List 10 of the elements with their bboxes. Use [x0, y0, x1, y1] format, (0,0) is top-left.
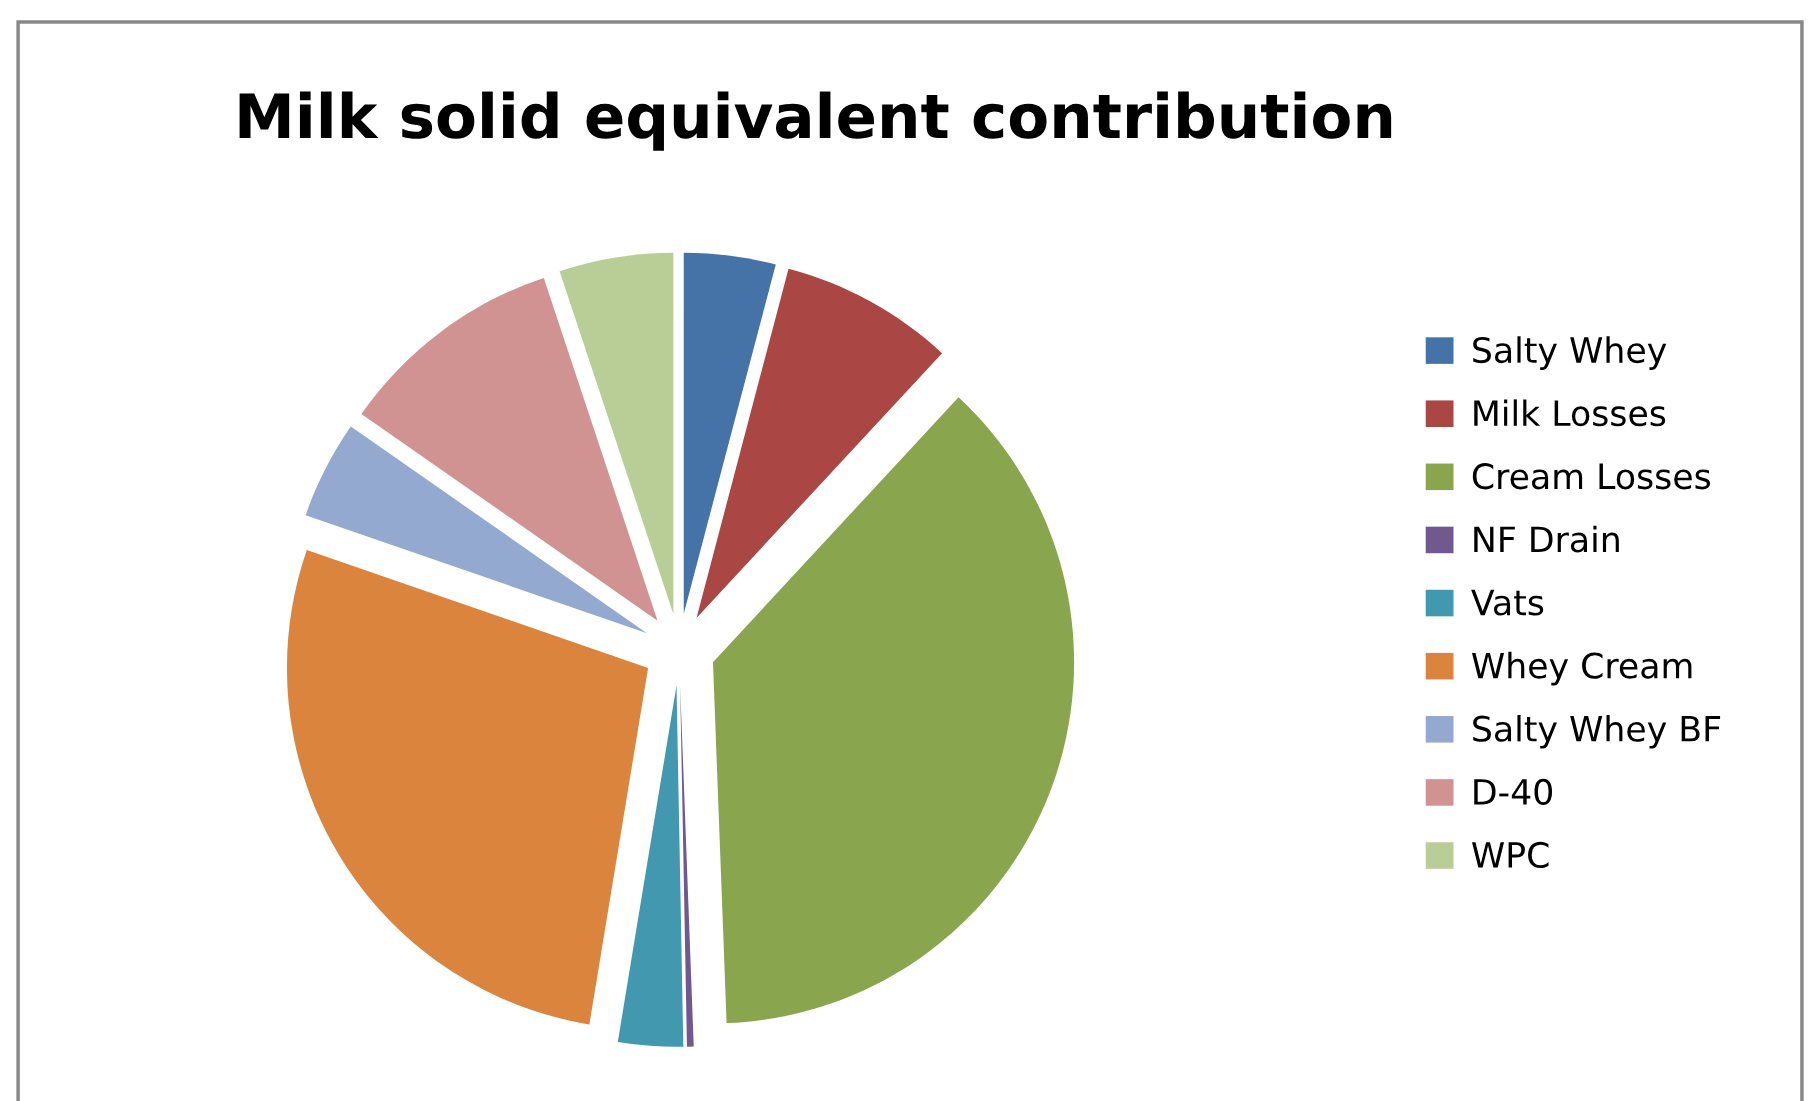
legend-label: WPC — [1472, 841, 1549, 869]
legend-label: Whey Cream — [1472, 651, 1692, 686]
legend-label: Cream Losses — [1472, 463, 1711, 490]
legend-label: Salty Whey — [1473, 336, 1667, 370]
legend-label: Milk Losses — [1474, 399, 1666, 427]
chart-title: Milk solid equivalent contribution — [239, 91, 1392, 151]
legend-label: Vats — [1471, 589, 1544, 616]
legend-label: Salty Whey BF — [1473, 714, 1721, 749]
legend-label: NF Drain — [1474, 525, 1619, 553]
legend-label: D-40 — [1474, 778, 1552, 805]
